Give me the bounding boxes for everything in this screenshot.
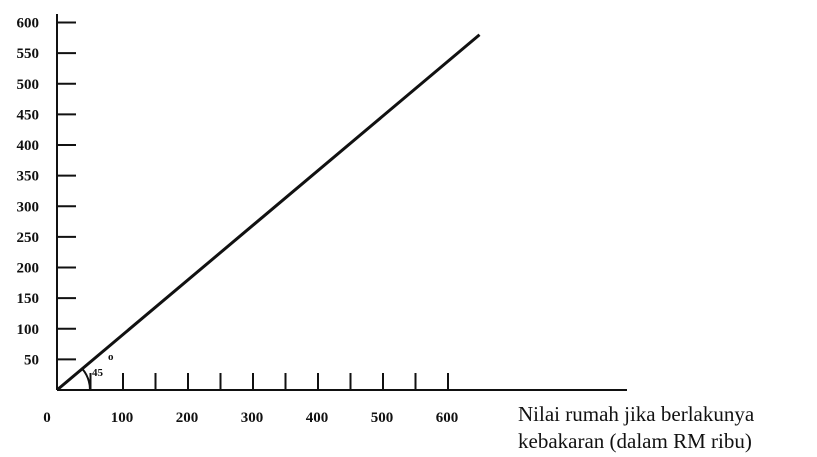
y-ticks: 50 100 150 200 250 300 350 400 450 500 550 600 [17, 16, 76, 368]
series-line [56, 33, 481, 392]
series [56, 33, 481, 392]
x-tick-label: 100 [111, 410, 134, 426]
y-tick-label: 150 [17, 291, 40, 307]
y-tick-label: 600 [17, 16, 40, 32]
y-tick-label: 400 [17, 138, 40, 154]
x-tick-label: 0 [43, 410, 51, 426]
x-tick-label: 200 [176, 410, 199, 426]
x-axis-label-line-2: kebakaran (dalam RM ribu) [518, 429, 752, 453]
y-tick-label: 550 [17, 46, 40, 62]
y-tick-label: 50 [24, 352, 39, 368]
x-tick-label: 500 [371, 410, 394, 426]
y-tick-label: 250 [17, 230, 40, 246]
x-tick-label: 300 [241, 410, 264, 426]
x-tick-label: 400 [306, 410, 329, 426]
angle-label: 45 [92, 367, 104, 379]
y-tick-label: 450 [17, 107, 40, 123]
angle-arc [81, 368, 91, 391]
y-tick-label: 100 [17, 322, 40, 338]
y-tick-label: 300 [17, 199, 40, 215]
x-ticks: 0 100 200 300 400 500 600 [43, 373, 458, 426]
x-tick-label: 600 [436, 410, 459, 426]
y-tick-label: 500 [17, 77, 40, 93]
angle-degree-symbol: o [108, 351, 114, 363]
y-tick-label: 200 [17, 261, 40, 277]
x-axis-label-line-1: Nilai rumah jika berlakunya [518, 402, 755, 426]
y-tick-label: 350 [17, 169, 40, 185]
